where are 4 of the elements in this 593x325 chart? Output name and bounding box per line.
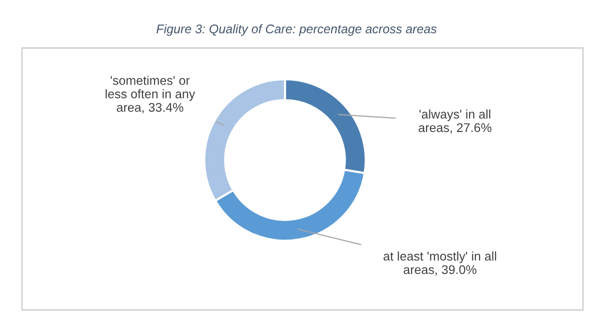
slice-label: 'sometimes' or less often in any area, 33.4% — [106, 76, 196, 114]
slice-label: at least 'mostly' in all areas, 39.0% — [384, 251, 496, 276]
slice-label: 'always' in all areas, 27.6% — [418, 109, 492, 134]
chart-title: Figure 3: Quality of Care: percentage across areas — [156, 24, 437, 36]
